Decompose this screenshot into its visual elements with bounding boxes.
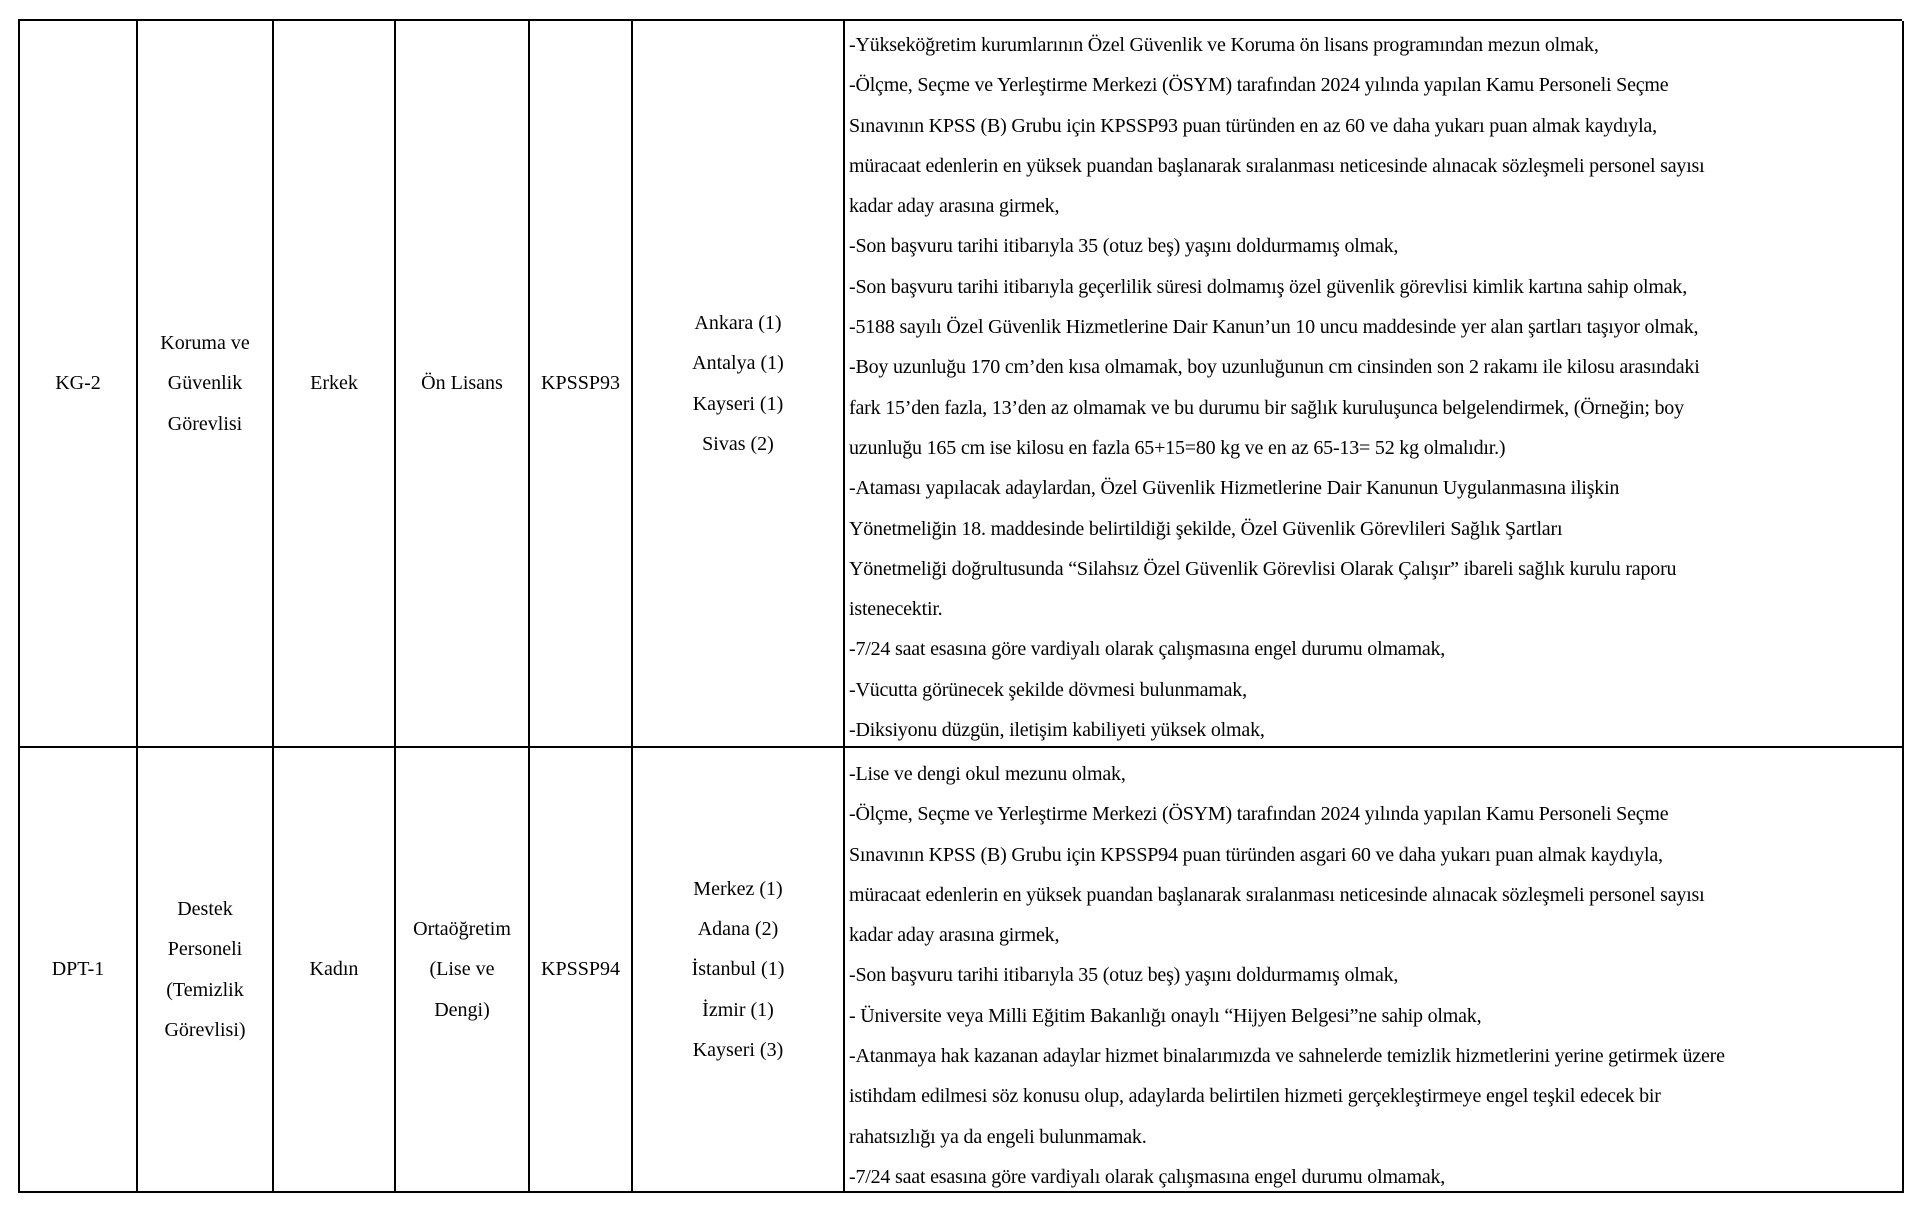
requirement-line: kadar aday arasına girmek,	[849, 195, 1060, 218]
education-line: (Lise ve	[429, 958, 495, 981]
title-line: Destek	[177, 897, 233, 920]
requirement-line: -Vücutta görünecek şekilde dövmesi bulun…	[849, 678, 1247, 701]
title-cell: Koruma ve Güvenlik Görevlisi	[138, 21, 274, 748]
requirement-line: -Son başvuru tarihi itibarıyla 35 (otuz …	[849, 235, 1399, 258]
locations-line: İstanbul (1)	[691, 958, 785, 981]
requirement-line: -Ölçme, Seçme ve Yerleştirme Merkezi (ÖS…	[849, 803, 1669, 826]
requirement-line: müracaat edenlerin en yüksek puandan baş…	[849, 154, 1705, 177]
score-type-text: KPSSP94	[541, 958, 620, 981]
education-cell: Ortaöğretim (Lise ve Dengi)	[396, 748, 530, 1193]
locations-line: Merkez (1)	[693, 877, 783, 900]
locations-line: Sivas (2)	[702, 432, 774, 455]
locations-line: Adana (2)	[697, 918, 779, 941]
title-line: Personeli	[167, 938, 243, 961]
requirement-line: -Son başvuru tarihi itibarıyla 35 (otuz …	[849, 964, 1399, 987]
requirement-line: Yönetmeliğin 18. maddesinde belirtildiği…	[849, 517, 1563, 540]
title-line: Koruma ve	[160, 332, 250, 355]
requirement-line: -Son başvuru tarihi itibarıyla geçerlili…	[849, 275, 1688, 298]
requirement-line: kadar aday arasına girmek,	[849, 924, 1060, 947]
title-line: (Temizlik	[166, 978, 244, 1001]
gender-cell: Erkek	[274, 21, 396, 748]
code-text: KG-2	[55, 372, 101, 395]
title-line: Görevlisi	[167, 412, 243, 435]
gender-line: Erkek	[310, 372, 358, 395]
title-cell: Destek Personeli (Temizlik Görevlisi)	[138, 748, 274, 1193]
education-line: Dengi)	[434, 998, 490, 1021]
locations-line: Antalya (1)	[692, 352, 784, 375]
requirement-line: -Yükseköğretim kurumlarının Özel Güvenli…	[849, 34, 1599, 56]
score-type-text: KPSSP93	[541, 372, 620, 395]
requirements-list: -Lise ve dengi okul mezunu olmak, -Ölçme,…	[849, 754, 1902, 1191]
locations-line: Kayseri (1)	[692, 392, 784, 415]
requirement-line: -7/24 saat esasına göre vardiyalı olarak…	[849, 638, 1446, 661]
code-cell: KG-2	[20, 21, 138, 748]
requirement-line: müracaat edenlerin en yüksek puandan baş…	[849, 883, 1705, 906]
title-line: Güvenlik	[167, 372, 243, 395]
gender-cell: Kadın	[274, 748, 396, 1193]
requirement-line: -Diksiyonu düzgün, iletişim kabiliyeti y…	[849, 719, 1265, 742]
requirement-line: -5188 sayılı Özel Güvenlik Hizmetlerine …	[849, 316, 1699, 339]
locations-cell: Merkez (1) Adana (2) İstanbul (1) İzmir (1)…	[633, 748, 845, 1193]
requirement-line: -Boy uzunluğu 170 cm’den kısa olmamak, b…	[849, 356, 1700, 379]
requirement-line: fark 15’den fazla, 13’den az olmamak ve …	[849, 396, 1684, 419]
education-line: Ortaöğretim	[413, 918, 511, 941]
requirement-line: - Üniversite veya Milli Eğitim Bakanlığı…	[849, 1004, 1482, 1027]
locations-cell: Ankara (1) Antalya (1) Kayseri (1) Sivas (2…	[633, 21, 845, 748]
education-cell: Ön Lisans	[396, 21, 530, 748]
requirement-line: uzunluğu 165 cm ise kilosu en fazla 65+1…	[849, 436, 1506, 459]
requirement-line: Sınavının KPSS (B) Grubu için KPSSP94 pu…	[849, 843, 1663, 866]
score-type-cell: KPSSP93	[530, 21, 633, 748]
locations-line: İzmir (1)	[702, 998, 774, 1021]
locations-line: Ankara (1)	[694, 311, 782, 334]
requirements-cell: -Yükseköğretim kurumlarının Özel Güvenli…	[845, 21, 1904, 748]
positions-table: KG-2 Koruma ve Güvenlik Görevlisi Erkek Ön Li…	[18, 19, 1904, 1193]
code-text: DPT-1	[51, 958, 105, 981]
requirement-line: Sınavının KPSS (B) Grubu için KPSSP93 pu…	[849, 114, 1657, 137]
requirement-line: -Ataması yapılacak adaylardan, Özel Güve…	[849, 477, 1620, 500]
requirement-line: istihdam edilmesi söz konusu olup, adayl…	[849, 1085, 1661, 1108]
requirement-line: istenecektir.	[849, 598, 943, 621]
education-line: Ön Lisans	[421, 372, 503, 395]
title-line: Görevlisi)	[164, 1018, 246, 1041]
code-cell: DPT-1	[20, 748, 138, 1193]
requirement-line: -Atanmaya hak kazanan adaylar hizmet bin…	[849, 1045, 1725, 1068]
requirement-line: -7/24 saat esasına göre vardiyalı olarak…	[849, 1165, 1446, 1188]
requirements-list: -Yükseköğretim kurumlarının Özel Güvenli…	[849, 25, 1902, 746]
requirement-line: rahatsızlığı ya da engeli bulunmamak.	[849, 1125, 1147, 1148]
requirement-line: -Lise ve dengi okul mezunu olmak,	[849, 763, 1126, 785]
gender-line: Kadın	[309, 958, 359, 981]
requirement-line: -Ölçme, Seçme ve Yerleştirme Merkezi (ÖS…	[849, 74, 1669, 97]
score-type-cell: KPSSP94	[530, 748, 633, 1193]
requirements-cell: -Lise ve dengi okul mezunu olmak, -Ölçme,…	[845, 748, 1904, 1193]
locations-line: Kayseri (3)	[692, 1038, 784, 1061]
requirement-line: Yönetmeliği doğrultusunda “Silahsız Özel…	[849, 557, 1677, 580]
